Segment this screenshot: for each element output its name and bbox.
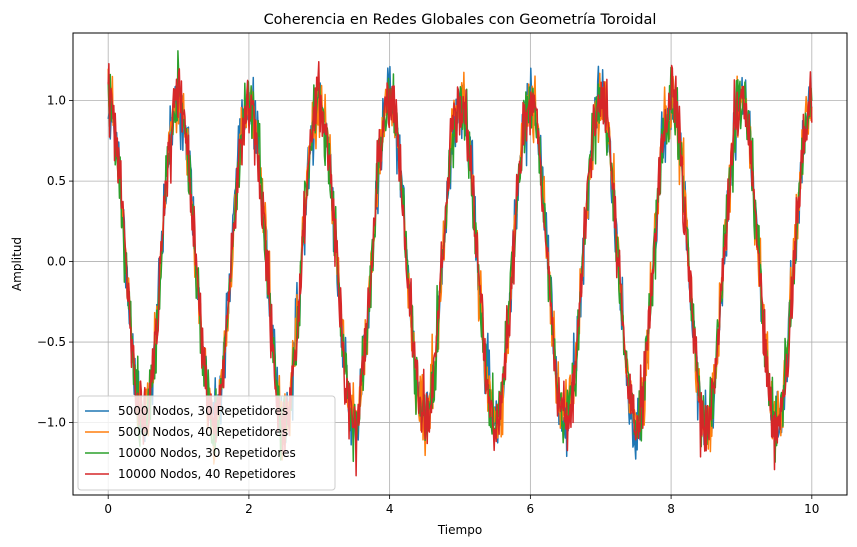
y-tick-label: 0.0 [47,255,66,269]
y-tick-label: −0.5 [37,335,66,349]
y-tick-label: −1.0 [37,416,66,430]
legend-entry: 5000 Nodos, 30 Repetidores [118,404,288,418]
legend: 5000 Nodos, 30 Repetidores 5000 Nodos, 40… [77,395,336,491]
legend-entry: 5000 Nodos, 40 Repetidores [118,425,288,439]
y-tick-label: 0.5 [47,174,66,188]
legend-entry: 10000 Nodos, 40 Repetidores [118,467,296,481]
x-tick-label: 10 [804,502,819,516]
series-layer [107,50,813,477]
series-line-4 [107,60,813,477]
y-axis-label: Amplitud [10,237,24,291]
legend-box [77,395,336,491]
legend-entry: 10000 Nodos, 30 Repetidores [118,446,296,460]
y-axis: −1.0 −0.5 0.0 0.5 1.0 [37,94,73,430]
chart-title: Coherencia en Redes Globales con Geometr… [264,12,657,28]
x-tick-label: 6 [527,502,535,516]
x-tick-label: 0 [104,502,112,516]
x-axis-label: Tiempo [437,523,482,537]
y-tick-label: 1.0 [47,94,66,108]
x-tick-label: 4 [386,502,394,516]
x-axis: 0 2 4 6 8 10 [104,495,819,516]
x-tick-label: 2 [245,502,253,516]
plot-frame [72,32,848,496]
x-tick-label: 8 [667,502,675,516]
